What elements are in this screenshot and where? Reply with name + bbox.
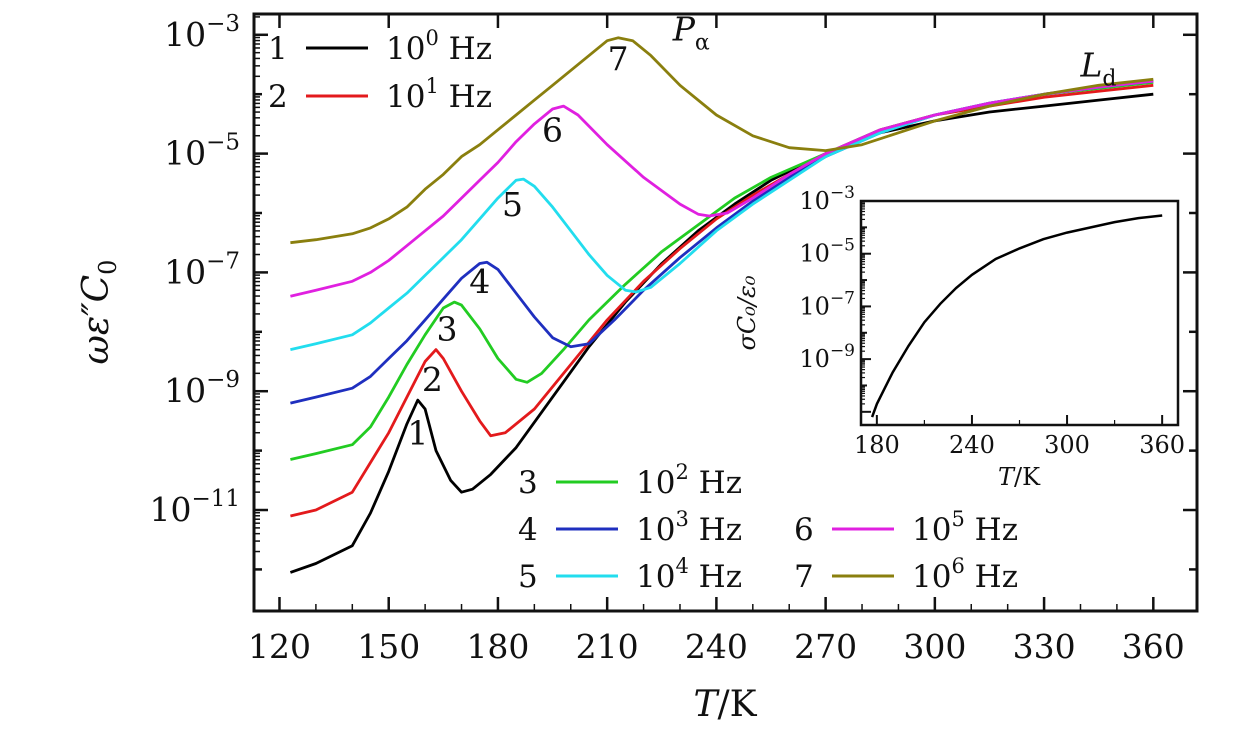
legend-number: 1	[268, 31, 288, 67]
curve-label-1: 1	[407, 414, 428, 453]
x-axis-var: T	[693, 684, 720, 725]
series-line-1	[289, 92, 1154, 574]
x-tick-label: 360	[1122, 627, 1185, 666]
x-tick-label: 150	[357, 627, 420, 666]
inset-chart: 10−3 10−5 10−7 10−9 180 240 300 360 T/K σC₀/ε₀	[733, 183, 1185, 491]
annotation-ld: Ld	[1079, 45, 1116, 91]
legend-number: 2	[268, 79, 288, 115]
curve-label-5: 5	[502, 185, 523, 224]
series-line-5	[290, 79, 1154, 351]
x-tick-label: 330	[1013, 627, 1076, 666]
y-tick-label: 10−3	[164, 11, 240, 54]
legend-entry-2: 2 101 Hz	[268, 74, 492, 115]
legend-top-left: 1 100 Hz 2 101 Hz	[268, 26, 492, 115]
x-axis-title: T/K	[693, 684, 757, 725]
y-axis-sub-letter: C	[76, 275, 117, 303]
curve-label-4: 4	[469, 262, 490, 301]
legend-entry-6: 6 105 Hz	[794, 507, 1018, 548]
y-tick-label: 10−11	[149, 486, 240, 529]
y-axis-var: ωε″	[76, 302, 117, 365]
y-axis-ticks: 10−3 10−5 10−7 10−9 10−11	[149, 11, 1197, 571]
legend-label: 105 Hz	[912, 507, 1018, 548]
legend-number: 3	[518, 465, 538, 501]
y-axis-subscript: 0	[94, 260, 122, 275]
series-line-7	[290, 36, 1154, 245]
inset-x-tick-label: 360	[1139, 431, 1185, 459]
x-axis-ticks: 120 150 180 210 240 270 300 330 360	[248, 14, 1185, 666]
legend-bottom: 3 102 Hz 4 103 Hz 6 105 Hz 5 104 Hz 7 106 Hz	[518, 460, 1018, 595]
legend-entry-5: 5 104 Hz	[518, 554, 742, 595]
curve-label-7: 7	[608, 39, 629, 78]
inset-series-line	[870, 214, 1163, 418]
inset-y-tick-label: 10−3	[799, 183, 855, 215]
inset-y-tick-label: 10−7	[799, 288, 855, 320]
x-tick-label: 120	[248, 627, 311, 666]
curve-label-6: 6	[542, 111, 563, 150]
legend-label: 104 Hz	[636, 554, 742, 595]
x-tick-label: 270	[794, 627, 857, 666]
legend-label: 100 Hz	[386, 26, 492, 67]
legend-entry-1: 1 100 Hz	[268, 26, 492, 67]
curve-label-3: 3	[436, 310, 457, 349]
inset-ticks: 10−3 10−5 10−7 10−9 180 240 300 360	[799, 183, 1185, 459]
legend-entry-4: 4 103 Hz	[518, 507, 742, 548]
legend-label: 106 Hz	[912, 554, 1018, 595]
legend-label: 103 Hz	[636, 507, 742, 548]
legend-number: 6	[794, 512, 814, 548]
legend-entry-7: 7 106 Hz	[794, 554, 1018, 595]
y-tick-label: 10−9	[164, 367, 240, 410]
x-tick-label: 300	[903, 627, 966, 666]
main-series-group	[289, 36, 1154, 574]
x-axis-unit: /K	[717, 684, 757, 725]
annotations: Pα Ld	[672, 10, 1117, 92]
inset-y-tick-label: 10−9	[799, 341, 855, 373]
inset-series-group	[870, 214, 1163, 418]
x-tick-label: 180	[466, 627, 529, 666]
legend-number: 5	[518, 559, 538, 595]
y-tick-label: 10−5	[164, 130, 240, 173]
inset-x-var: T	[998, 463, 1016, 491]
inset-x-unit: /K	[1014, 463, 1041, 491]
series-line-6	[290, 79, 1154, 298]
y-axis-title: ωε″C0	[76, 260, 122, 365]
inset-x-title: T/K	[998, 463, 1041, 491]
inset-y-tick-label: 10−5	[799, 236, 855, 268]
legend-label: 102 Hz	[636, 460, 742, 501]
curve-label-2: 2	[422, 360, 443, 399]
inset-x-tick-label: 240	[949, 431, 995, 459]
legend-number: 4	[518, 512, 538, 548]
annotation-peak-p-alpha: Pα	[672, 10, 710, 56]
inset-frame	[859, 199, 1180, 427]
x-tick-label: 210	[576, 627, 639, 666]
legend-label: 101 Hz	[386, 74, 492, 115]
inset-y-title: σC₀/ε₀	[733, 275, 761, 350]
inset-x-tick-label: 180	[854, 431, 900, 459]
legend-number: 7	[794, 559, 814, 595]
x-tick-label: 240	[685, 627, 748, 666]
legend-entry-3: 3 102 Hz	[518, 460, 742, 501]
inset-x-tick-label: 300	[1044, 431, 1090, 459]
y-tick-label: 10−7	[164, 248, 240, 291]
